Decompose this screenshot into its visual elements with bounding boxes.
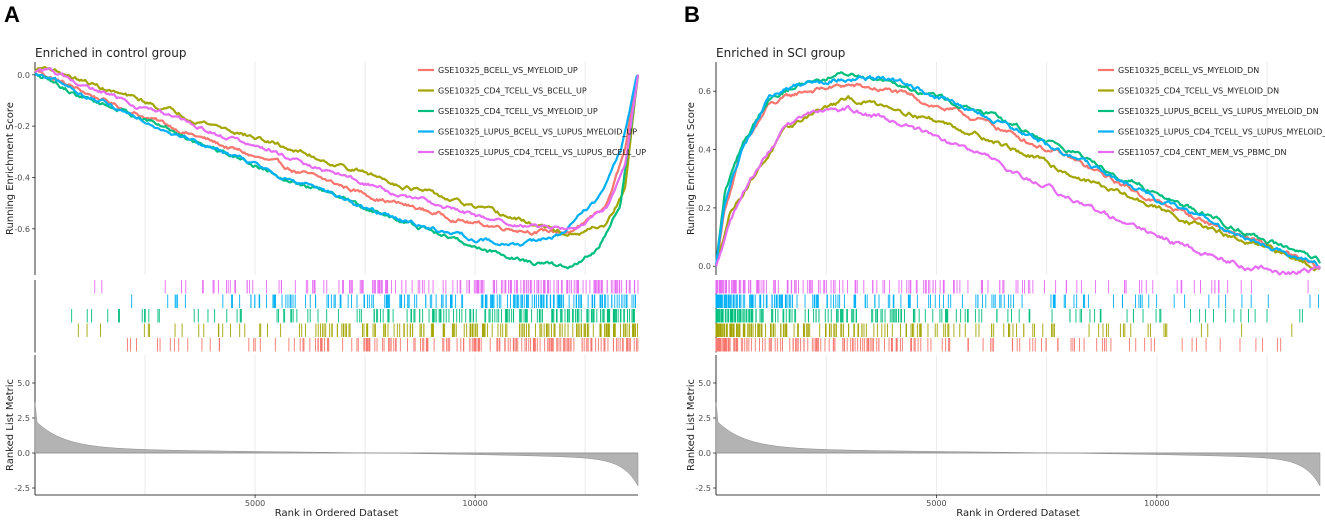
y-tick-label-bottom: 2.5 — [17, 414, 30, 423]
x-tick-label: 10000 — [1144, 499, 1169, 508]
legend: GSE10325_BCELL_VS_MYELOID_DN GSE10325_CD4… — [1098, 66, 1325, 157]
x-tick-label: 10000 — [462, 499, 487, 508]
gene-hit-rug — [71, 280, 639, 352]
legend-label-5: GSE11057_CD4_CENT_MEM_VS_PBMC_DN — [1118, 148, 1287, 157]
series-line-1 — [34, 68, 640, 236]
legend-label-4: GSE10325_LUPUS_CD4_TCELL_VS_LUPUS_MYELOI… — [1118, 128, 1325, 137]
panel-b: B Enriched in SCI group 0.6 0.4 0.2 0.0 5.0 2.5… — [684, 2, 1325, 519]
series-line-4 — [714, 75, 1321, 269]
x-axis-title: Rank in Ordered Dataset — [275, 508, 399, 519]
panel-a: A Enriched in control group 0.0 -0.2 -0.4 -0.… — [4, 2, 646, 519]
legend-label-1: GSE10325_BCELL_VS_MYELOID_DN — [1118, 66, 1259, 75]
x-tick-label: 5000 — [245, 499, 265, 508]
y-tick-label-top: 0.2 — [698, 204, 711, 213]
axes: 0.6 0.4 0.2 0.0 5.0 2.5 0.0 -2.5 5000 10000 Runnin… — [686, 62, 1320, 519]
axes: 0.0 -0.2 -0.4 -0.6 5.0 2.5 0.0 -2.5 5000 10000 Run… — [5, 62, 638, 519]
grid-lines — [144, 62, 586, 495]
series-line-3 — [714, 71, 1321, 267]
y-tick-label-top: 0.4 — [698, 146, 711, 155]
y-tick-label-top: -0.2 — [14, 122, 30, 131]
grid-lines — [825, 62, 1268, 495]
y-tick-label-bottom: 0.0 — [698, 449, 711, 458]
y-tick-label-top: -0.6 — [14, 225, 30, 234]
enrichment-lines — [714, 71, 1321, 276]
series-line-5 — [34, 67, 640, 231]
y-axis-title-top: Running Enrichment Score — [686, 102, 697, 235]
legend-label-5: GSE10325_LUPUS_CD4_TCELL_VS_LUPUS_BCELL_… — [438, 148, 646, 157]
series-line-4 — [34, 73, 639, 247]
y-tick-label-top: 0.6 — [698, 87, 711, 96]
legend-label-2: GSE10325_CD4_TCELL_VS_BCELL_UP — [438, 87, 587, 96]
enrichment-lines — [34, 65, 640, 270]
y-tick-label-top: 0.0 — [17, 71, 30, 80]
panel-label: B — [684, 2, 700, 27]
y-tick-label-bottom: 5.0 — [17, 379, 30, 388]
y-axis-title-bottom: Ranked List Metric — [686, 379, 697, 471]
legend-label-4: GSE10325_LUPUS_BCELL_VS_LUPUS_MYELOID_UP — [438, 128, 637, 137]
legend: GSE10325_BCELL_VS_MYELOID_UP GSE10325_CD4… — [418, 66, 646, 157]
chart-title: Enriched in control group — [35, 46, 187, 60]
y-tick-label-bottom: 5.0 — [698, 379, 711, 388]
y-tick-label-top: -0.4 — [14, 173, 30, 182]
x-tick-label: 5000 — [926, 499, 946, 508]
legend-label-3: GSE10325_CD4_TCELL_VS_MYELOID_UP — [438, 107, 598, 116]
metric-fill — [715, 402, 1321, 487]
chart-title: Enriched in SCI group — [716, 46, 845, 60]
legend-label-1: GSE10325_BCELL_VS_MYELOID_UP — [438, 66, 578, 75]
series-line-2 — [714, 95, 1321, 272]
y-tick-label-bottom: -2.5 — [695, 484, 711, 493]
legend-label-3: GSE10325_LUPUS_BCELL_VS_LUPUS_MYELOID_DN — [1118, 107, 1319, 116]
y-axis-title-top: Running Enrichment Score — [5, 102, 16, 235]
ranked-metric-area — [715, 402, 1321, 487]
gene-hit-rug — [715, 280, 1319, 352]
y-tick-label-bottom: 2.5 — [698, 414, 711, 423]
y-tick-label-bottom: -2.5 — [14, 484, 30, 493]
y-tick-label-bottom: 0.0 — [17, 449, 30, 458]
legend-label-2: GSE10325_CD4_TCELL_VS_MYELOID_DN — [1118, 87, 1279, 96]
series-line-5 — [714, 104, 1321, 276]
ranked-metric-area — [34, 402, 639, 487]
metric-fill — [34, 402, 639, 487]
x-axis-title: Rank in Ordered Dataset — [956, 508, 1080, 519]
panel-label: A — [4, 2, 20, 27]
y-tick-label-top: 0.0 — [698, 262, 711, 271]
y-axis-title-bottom: Ranked List Metric — [5, 379, 16, 471]
